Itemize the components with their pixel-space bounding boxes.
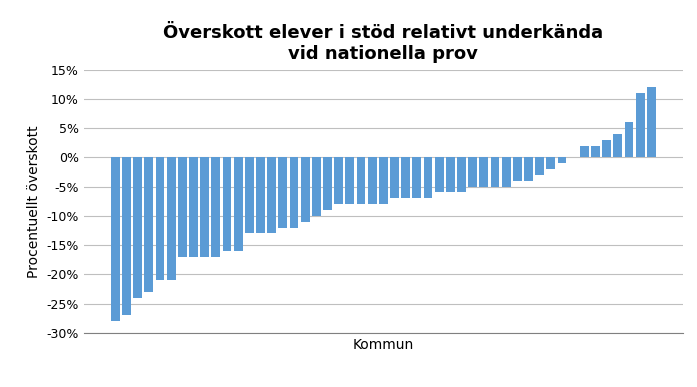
Bar — [111, 158, 120, 321]
Bar — [480, 158, 489, 187]
Bar — [647, 87, 656, 158]
Bar — [413, 158, 421, 198]
Bar — [558, 158, 567, 163]
Bar — [524, 158, 533, 181]
Bar — [357, 158, 365, 204]
Bar — [256, 158, 265, 233]
Bar — [446, 158, 455, 192]
Bar — [211, 158, 220, 257]
Bar — [289, 158, 298, 228]
Bar — [222, 158, 231, 251]
Bar — [491, 158, 500, 187]
Bar — [368, 158, 376, 204]
Bar — [468, 158, 477, 187]
Bar — [144, 158, 153, 292]
Bar — [312, 158, 321, 216]
Bar — [613, 134, 622, 158]
Bar — [513, 158, 522, 181]
Bar — [602, 140, 611, 158]
Bar — [233, 158, 243, 251]
Bar — [580, 146, 589, 158]
Bar — [189, 158, 198, 257]
Bar — [625, 122, 634, 158]
Bar — [323, 158, 332, 210]
Bar — [390, 158, 399, 198]
Bar — [300, 158, 309, 222]
X-axis label: Kommun: Kommun — [353, 338, 414, 353]
Bar — [178, 158, 187, 257]
Bar — [346, 158, 354, 204]
Bar — [267, 158, 276, 233]
Bar — [245, 158, 254, 233]
Bar — [502, 158, 511, 187]
Bar — [200, 158, 209, 257]
Bar — [424, 158, 432, 198]
Bar — [591, 146, 600, 158]
Bar — [379, 158, 388, 204]
Bar — [167, 158, 176, 280]
Bar — [335, 158, 343, 204]
Bar — [457, 158, 466, 192]
Bar — [535, 158, 544, 175]
Bar — [278, 158, 287, 228]
Bar — [122, 158, 131, 315]
Bar — [636, 93, 645, 158]
Bar — [401, 158, 410, 198]
Bar — [546, 158, 556, 169]
Bar — [155, 158, 164, 280]
Y-axis label: Procentuellt överskott: Procentuellt överskott — [27, 125, 41, 277]
Bar — [435, 158, 444, 192]
Title: Överskott elever i stöd relativt underkända
vid nationella prov: Överskott elever i stöd relativt underkä… — [163, 24, 604, 63]
Bar — [133, 158, 142, 298]
